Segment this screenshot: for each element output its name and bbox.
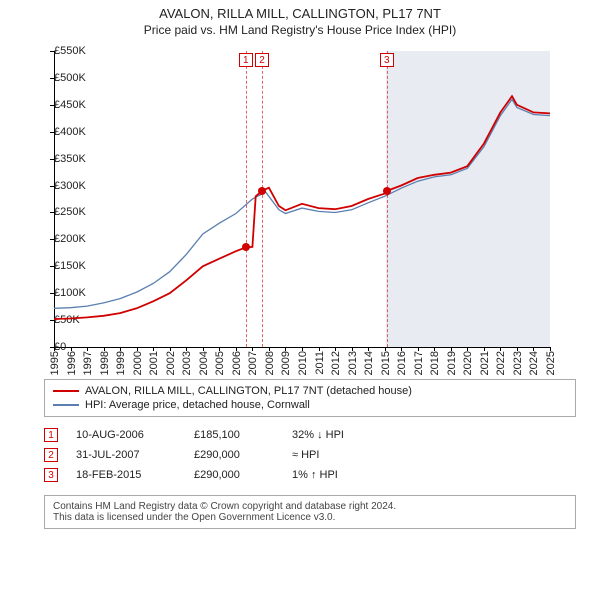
event-index-box: 1	[44, 428, 58, 442]
marker-line	[246, 51, 247, 347]
marker-line	[387, 51, 388, 347]
marker-line	[262, 51, 263, 347]
event-date: 10-AUG-2006	[76, 429, 176, 441]
event-row: 3 18-FEB-2015 £290,000 1% ↑ HPI	[44, 465, 576, 485]
attribution-line1: Contains HM Land Registry data © Crown c…	[53, 501, 567, 512]
legend-label: HPI: Average price, detached house, Corn…	[85, 399, 310, 411]
attribution-box: Contains HM Land Registry data © Crown c…	[44, 495, 576, 529]
event-price: £290,000	[194, 469, 274, 481]
attribution-line2: This data is licensed under the Open Gov…	[53, 512, 567, 523]
event-delta: ≈ HPI	[292, 449, 319, 461]
marker-label: 1	[239, 53, 253, 67]
legend-row: AVALON, RILLA MILL, CALLINGTON, PL17 7NT…	[53, 384, 567, 398]
legend-row: HPI: Average price, detached house, Corn…	[53, 398, 567, 412]
event-price: £290,000	[194, 449, 274, 461]
event-date: 31-JUL-2007	[76, 449, 176, 461]
chart-title-line1: AVALON, RILLA MILL, CALLINGTON, PL17 7NT	[0, 0, 600, 21]
marker-label: 2	[255, 53, 269, 67]
event-index-box: 3	[44, 468, 58, 482]
marker-dot	[383, 187, 391, 195]
legend: AVALON, RILLA MILL, CALLINGTON, PL17 7NT…	[44, 379, 576, 417]
event-price: £185,100	[194, 429, 274, 441]
marker-dot	[258, 187, 266, 195]
legend-swatch	[53, 404, 79, 406]
chart-area: £0£50K£100K£150K£200K£250K£300K£350K£400…	[14, 45, 554, 375]
marker-dot	[242, 243, 250, 251]
figure: AVALON, RILLA MILL, CALLINGTON, PL17 7NT…	[0, 0, 600, 590]
chart-title-line2: Price paid vs. HM Land Registry's House …	[0, 21, 600, 37]
event-delta: 32% ↓ HPI	[292, 429, 344, 441]
series-svg	[14, 45, 554, 375]
event-row: 1 10-AUG-2006 £185,100 32% ↓ HPI	[44, 425, 576, 445]
event-date: 18-FEB-2015	[76, 469, 176, 481]
event-index-box: 2	[44, 448, 58, 462]
event-table: 1 10-AUG-2006 £185,100 32% ↓ HPI 2 31-JUL-200…	[44, 425, 576, 485]
event-delta: 1% ↑ HPI	[292, 469, 338, 481]
legend-label: AVALON, RILLA MILL, CALLINGTON, PL17 7NT…	[85, 385, 412, 397]
marker-label: 3	[380, 53, 394, 67]
event-row: 2 31-JUL-2007 £290,000 ≈ HPI	[44, 445, 576, 465]
legend-swatch	[53, 390, 79, 392]
